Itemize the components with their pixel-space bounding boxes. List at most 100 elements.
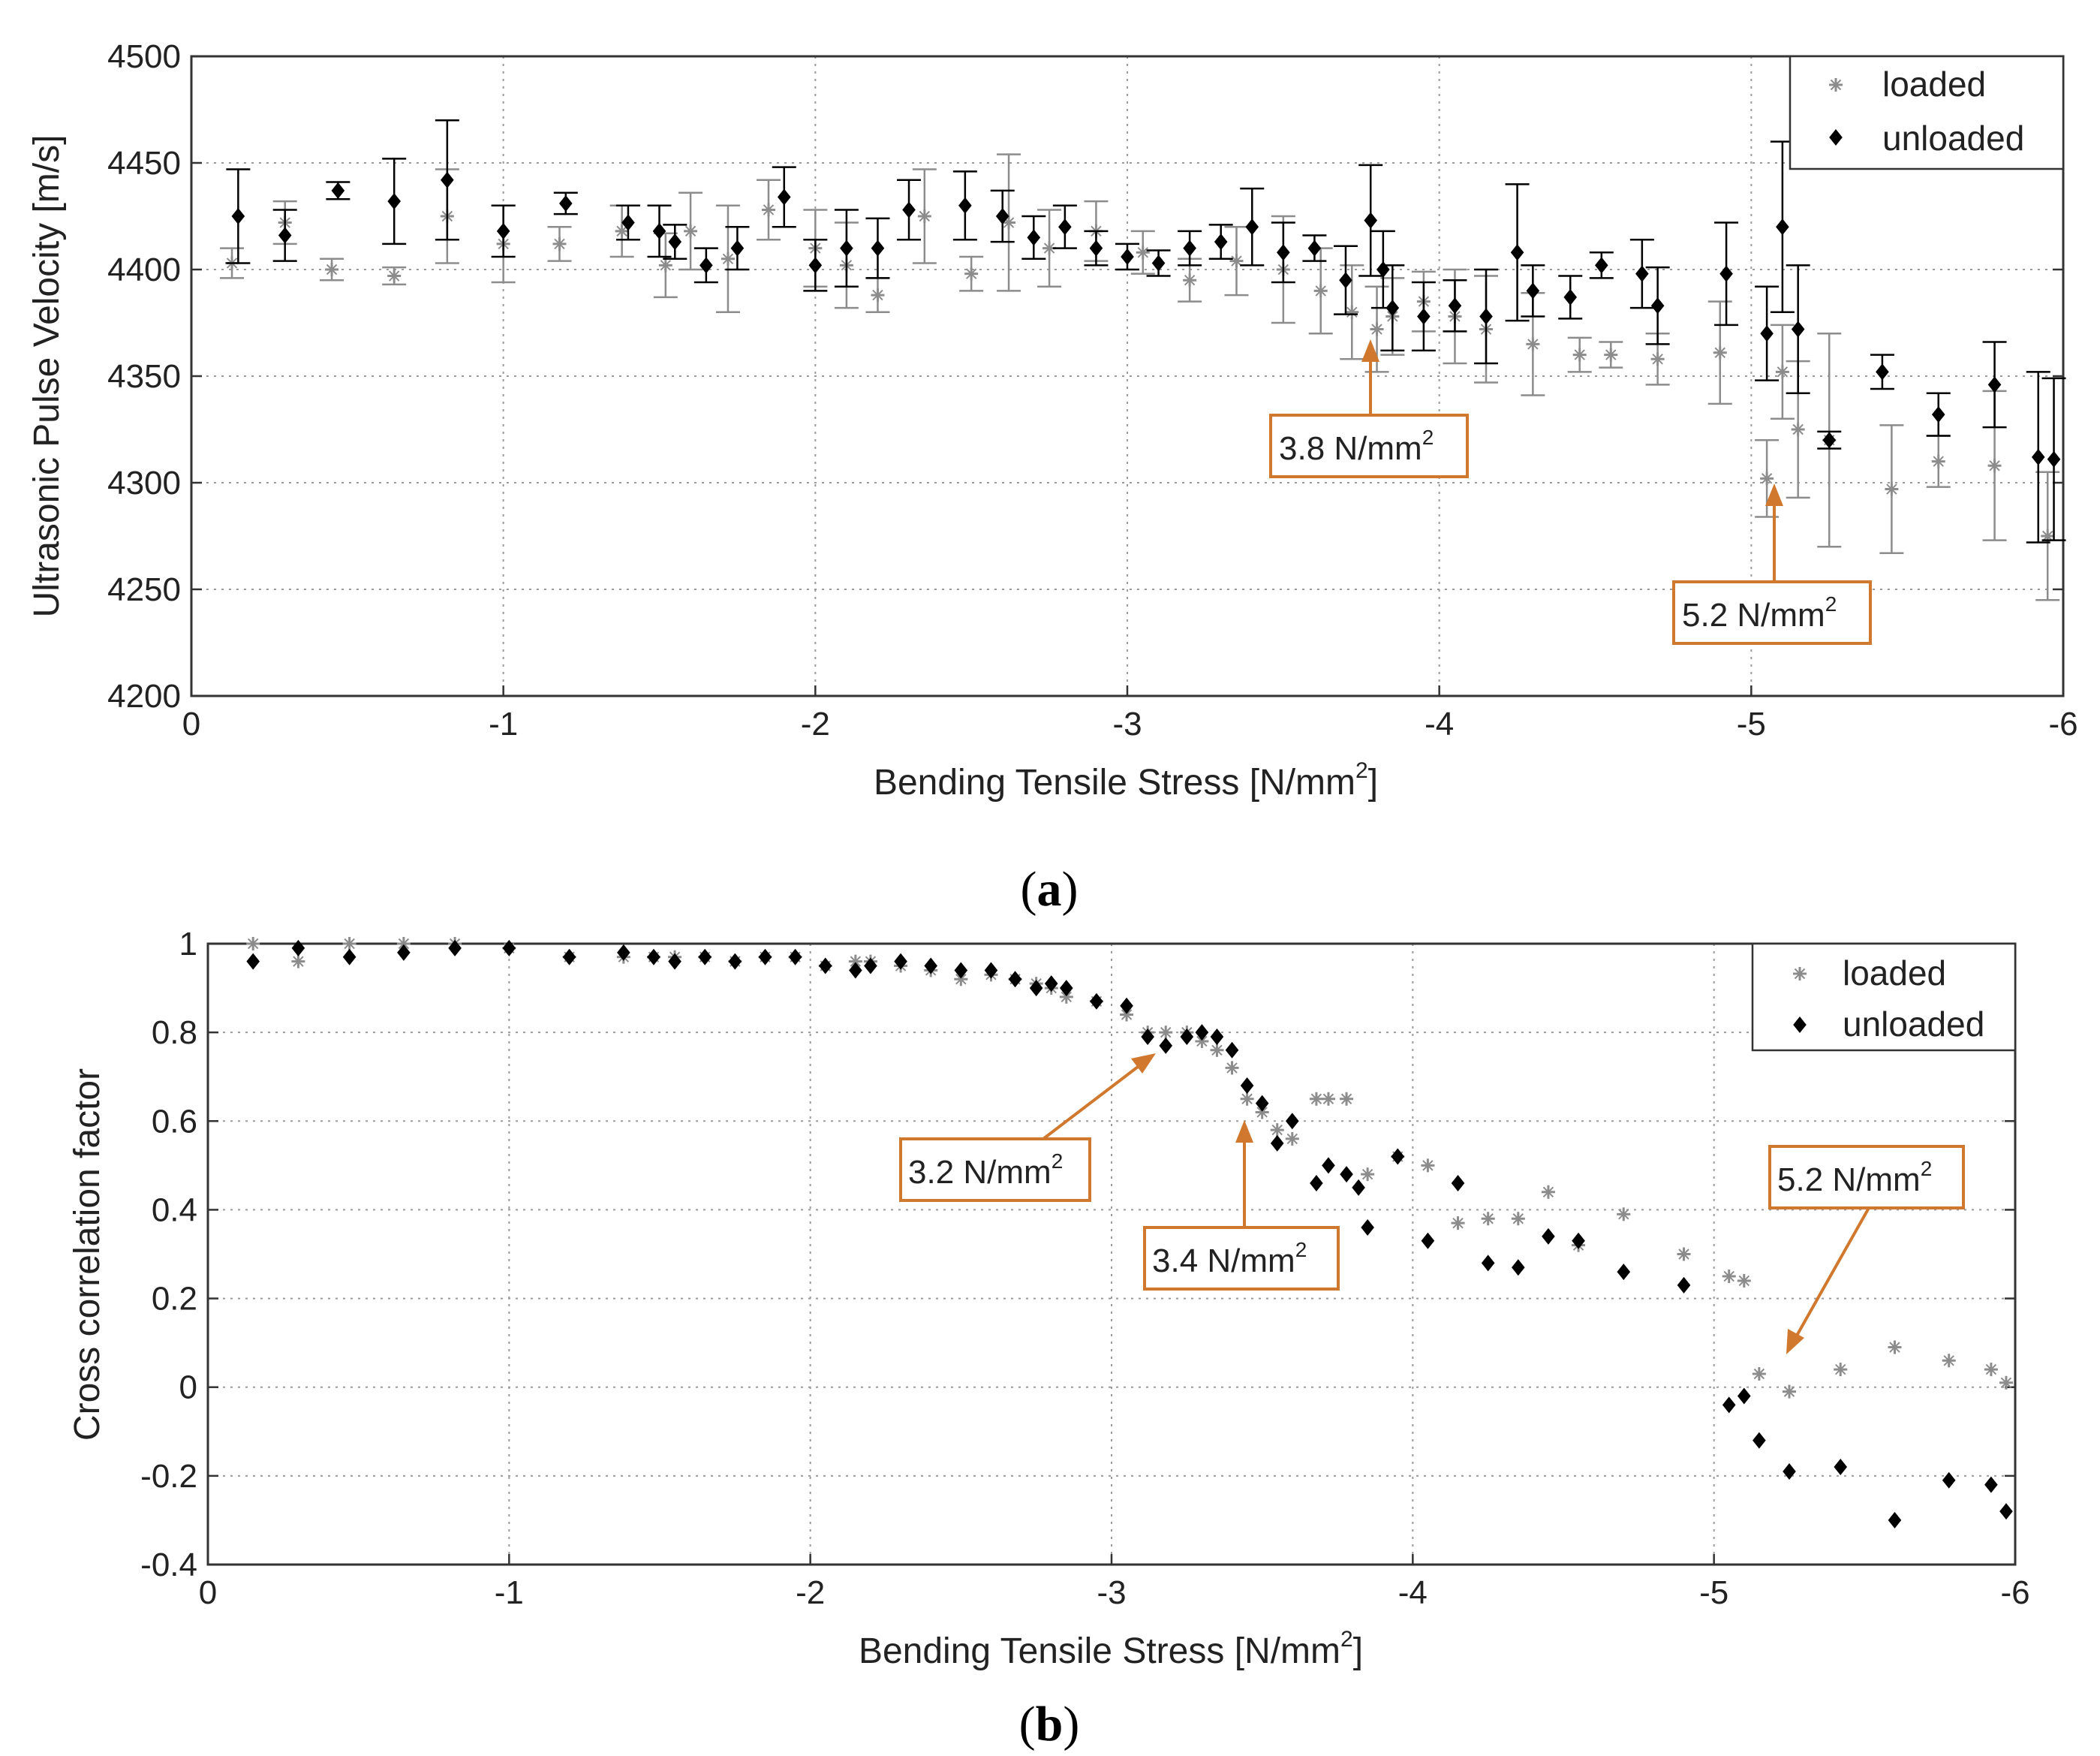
chart-b-caption: (b) [1019, 1697, 1080, 1751]
chart-b-unloaded-point [1060, 980, 1073, 997]
chart-a-loaded-point [917, 209, 931, 223]
chart-b-y-axis-label: Cross correlation factor [68, 1068, 107, 1441]
chart-a-y-tick-label: 4300 [107, 465, 181, 501]
chart-a-unloaded-point [1563, 288, 1578, 306]
chart-a-legend-unloaded-marker [1829, 129, 1843, 146]
chart-b-legend-star [1793, 967, 1807, 980]
chart-b-unloaded-point [617, 944, 630, 961]
chart-a-marks [220, 119, 2066, 601]
chart-b-legend-unloaded-marker [1793, 1017, 1807, 1033]
chart-b-unloaded-point [1451, 1174, 1465, 1191]
chart-a-loaded-point [1650, 352, 1665, 366]
chart-b-legend-unloaded-label: unloaded [1843, 1005, 1984, 1044]
chart-b-loaded-point [1361, 1167, 1375, 1182]
chart-a-y-tick-label: 4450 [107, 145, 181, 182]
chart-b-unloaded-point [864, 957, 877, 974]
chart-b-annotation-5-2: 5.2 N/mm2 [1768, 1145, 1965, 1354]
chart-b-unloaded-point [1310, 1174, 1323, 1191]
chart-b-y-tick-label: -0.4 [140, 1547, 197, 1583]
chart-a-legend-box [1789, 55, 2065, 170]
chart-a-loaded-point [552, 236, 567, 251]
chart-a-unloaded-point [1364, 212, 1378, 229]
chart-a-annotation-3-8-box [1269, 414, 1469, 478]
chart-a-loaded-point [1002, 215, 1016, 230]
chart-a-x-tick-label: -1 [489, 706, 518, 742]
chart-b-loaded-point [1451, 1216, 1465, 1230]
chart-a-annotation-3-8: 3.8 N/mm2 [1269, 339, 1469, 478]
chart-b-annotation-5-2-arrowhead [1786, 1329, 1804, 1354]
chart-b-loaded-point [1783, 1384, 1796, 1399]
chart-a-unloaded-point [1448, 297, 1462, 315]
chart-b-unloaded-point [818, 957, 832, 974]
chart-b-loaded-point [246, 937, 260, 950]
chart-b-unloaded-point [342, 948, 357, 965]
chart-a-loaded-point [871, 288, 885, 303]
chart-b-x-tick-label: -1 [495, 1574, 524, 1611]
chart-a-unloaded-point [496, 222, 510, 239]
chart-a-unloaded-point [331, 182, 345, 199]
chart-b-unloaded-point [1572, 1232, 1585, 1249]
chart-b-x-tick-label: -2 [796, 1574, 825, 1611]
chart-a-y-axis-label: Ultrasonic Pulse Velocity [m/s] [27, 135, 67, 618]
chart-b-unloaded-point [1255, 1095, 1269, 1112]
chart-a-unloaded-point [1027, 229, 1041, 246]
chart-a-unloaded-point [231, 208, 245, 224]
chart-b-unloaded-point [1225, 1041, 1239, 1059]
chart-a-caption: (a) [1021, 862, 1079, 917]
chart-a-y-tick-label: 4400 [107, 252, 181, 288]
chart-a-annotation-5-2-label: 5.2 N/mm2 [1682, 592, 1837, 634]
chart-a-annotation-3-8-arrowhead [1361, 339, 1379, 362]
chart-a-unloaded-point [1339, 272, 1352, 289]
chart-b-unloaded-point [1999, 1503, 2013, 1520]
chart-b-unloaded-point [1008, 971, 1022, 988]
chart-b-unloaded-point [1159, 1037, 1173, 1054]
chart-a-x-tick-label: -2 [801, 706, 830, 742]
chart-b-unloaded-point [1120, 997, 1133, 1014]
chart-a-legend-loaded-marker [1829, 78, 1843, 92]
chart-a-unloaded-point [1277, 244, 1290, 261]
chart-b-unloaded-point [1942, 1471, 1956, 1489]
chart-b-loaded-point [1888, 1340, 1902, 1354]
chart-b-legend-loaded-label: loaded [1843, 953, 1946, 992]
chart-b-loaded-point [291, 954, 305, 968]
chart-b-x-tick-label: -4 [1398, 1574, 1428, 1611]
chart-b-unloaded-point [984, 962, 998, 979]
chart-a-x-axis-label: Bending Tensile Stress [N/mm2] [874, 758, 1378, 803]
chart-a-loaded-point [1572, 348, 1587, 362]
chart-b-unloaded-point [1090, 992, 1103, 1010]
chart-b-unloaded-point [758, 948, 772, 965]
chart-a-x-tick-label: 0 [182, 706, 200, 742]
chart-b-unloaded-point [1617, 1264, 1631, 1281]
chart-a-unloaded-point [652, 222, 666, 239]
chart-a-unloaded-point [441, 171, 454, 188]
chart-a-loaded-point [1931, 454, 1945, 468]
chart-a-loaded-point [1313, 284, 1328, 298]
chart-a-unloaded-point [1058, 218, 1072, 236]
chart-b-unloaded-point [1044, 975, 1058, 992]
chart-a-unloaded-point [2031, 448, 2045, 465]
chart-b-annotation-3-2-label: 3.2 N/mm2 [908, 1149, 1063, 1191]
chart-a-unloaded-point [1307, 239, 1322, 257]
chart-b-unloaded-point [924, 957, 937, 974]
chart-a-loaded-point [1526, 337, 1540, 351]
chart-b-loaded-point [1617, 1207, 1631, 1221]
chart-a-y-tick-label: 4500 [107, 38, 181, 75]
chart-a-loaded-point [761, 203, 775, 217]
chart-a-unloaded-point [1635, 265, 1649, 282]
chart-a-unloaded-point [1183, 239, 1196, 257]
chart-a-loaded-point [684, 224, 698, 238]
chart-a-unloaded-point [2047, 450, 2061, 468]
chart-b-loaded-point [1225, 1061, 1239, 1075]
chart-a-unloaded-point [559, 194, 573, 212]
chart-b-loaded-point [1511, 1212, 1525, 1226]
chart-b-unloaded-point [1210, 1029, 1224, 1046]
chart-a-annotation-5-2: 5.2 N/mm2 [1672, 483, 1872, 645]
chart-b-grid [206, 942, 2017, 1566]
chart-b-annotation-5-2-box [1768, 1145, 1965, 1209]
chart-a-loaded-point [1760, 471, 1774, 486]
chart-a-unloaded-point [1931, 406, 1945, 423]
chart-b-unloaded-point [1029, 980, 1043, 997]
chart-a-unloaded-point [1760, 325, 1774, 342]
chart-b: -0.4 -0.2 0 0.2 0.4 0.6 0.8 1 0 -1 -2 -3 -4 -5 -6 Cro… [68, 926, 2030, 1751]
